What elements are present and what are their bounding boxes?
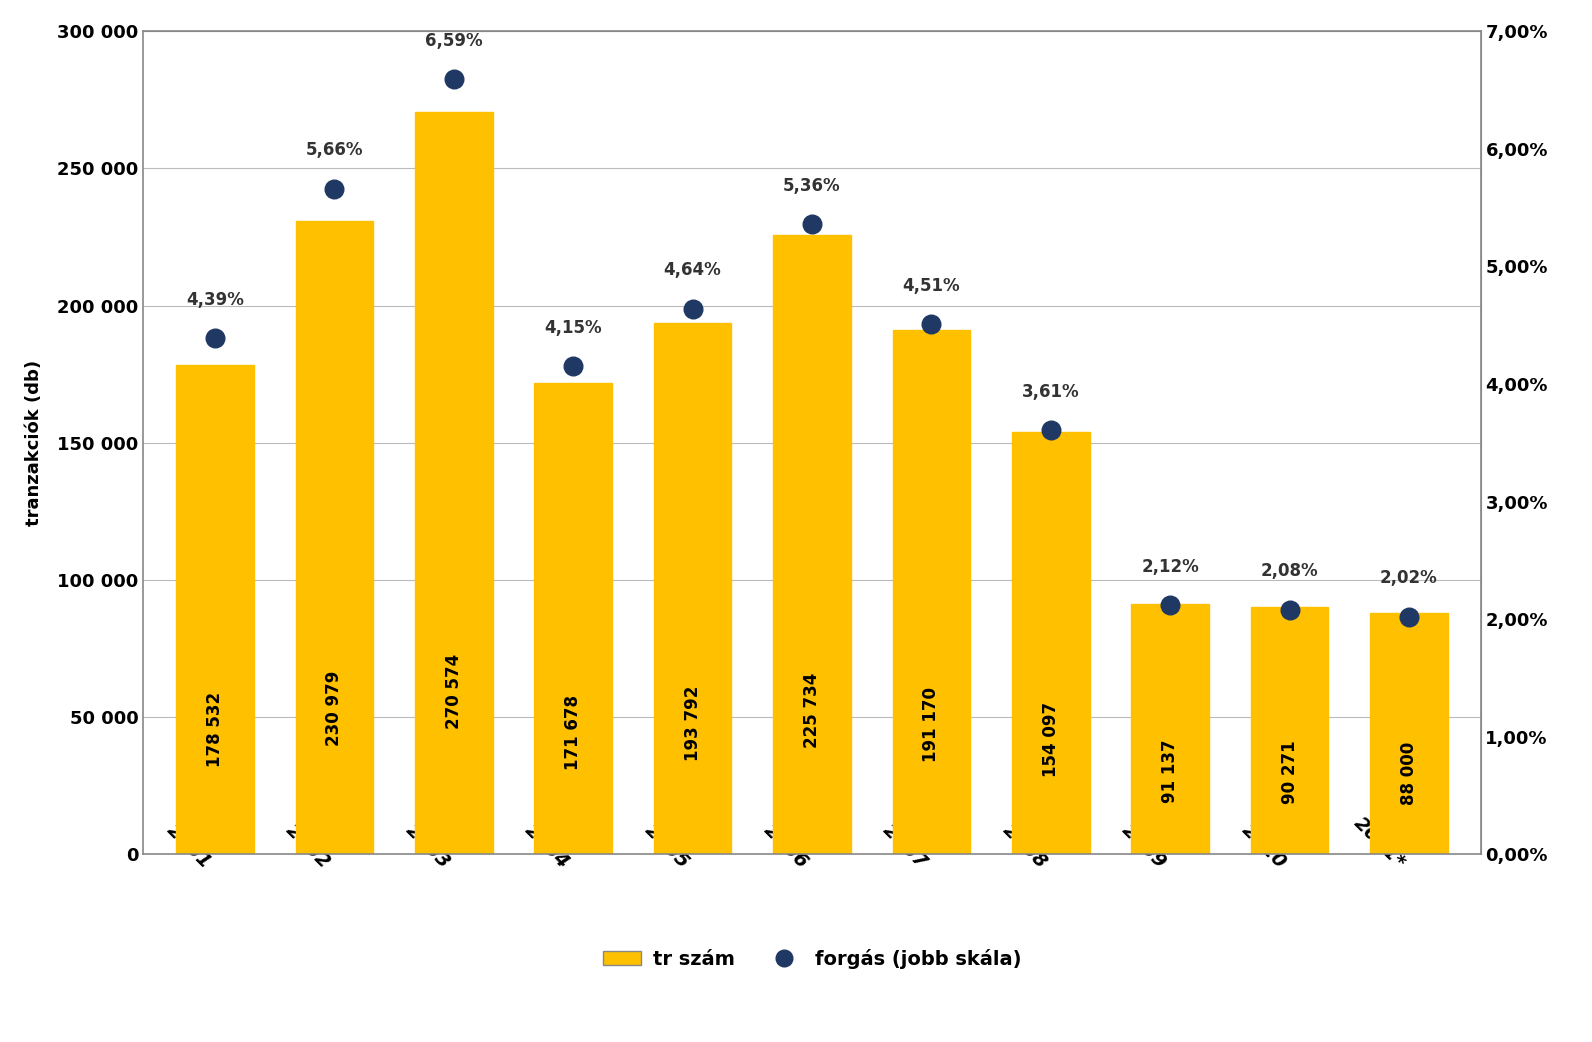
Text: 4,51%: 4,51%	[903, 277, 960, 295]
Bar	[774, 235, 850, 854]
Text: 91 137: 91 137	[1161, 740, 1180, 803]
Bar	[1371, 613, 1447, 854]
Text: 6,59%: 6,59%	[425, 32, 482, 50]
Point	[560, 358, 586, 375]
Bar	[654, 323, 731, 854]
Point	[1277, 601, 1302, 618]
Bar	[177, 365, 253, 854]
Bar	[1132, 604, 1208, 854]
Bar	[1251, 606, 1328, 854]
Text: 90 271: 90 271	[1280, 740, 1299, 803]
Text: 2,02%: 2,02%	[1380, 570, 1438, 588]
Point	[1038, 422, 1063, 439]
Point	[1396, 609, 1422, 625]
Text: 2,12%: 2,12%	[1141, 557, 1199, 576]
Text: 154 097: 154 097	[1041, 702, 1060, 777]
Text: 225 734: 225 734	[802, 672, 821, 748]
Bar	[296, 221, 373, 854]
Text: 171 678: 171 678	[564, 695, 583, 770]
Point	[441, 71, 466, 88]
Bar	[535, 383, 611, 854]
Text: 4,64%: 4,64%	[664, 262, 721, 279]
Text: 178 532: 178 532	[205, 692, 224, 767]
Text: 88 000: 88 000	[1399, 741, 1418, 804]
Legend: tr szám, forgás (jobb skála): tr szám, forgás (jobb skála)	[595, 941, 1028, 976]
Text: 230 979: 230 979	[325, 670, 344, 746]
Bar	[893, 330, 970, 854]
Y-axis label: tranzakciók (db): tranzakciók (db)	[25, 359, 43, 526]
Point	[1157, 597, 1183, 614]
Text: 270 574: 270 574	[444, 654, 463, 729]
Text: 193 792: 193 792	[683, 686, 702, 761]
Bar	[1013, 431, 1089, 854]
Point	[799, 216, 825, 232]
Text: 3,61%: 3,61%	[1022, 382, 1079, 400]
Text: 5,66%: 5,66%	[306, 142, 363, 159]
Text: 2,08%: 2,08%	[1261, 563, 1318, 580]
Text: 5,36%: 5,36%	[783, 177, 841, 195]
Text: 4,39%: 4,39%	[186, 291, 244, 308]
Point	[202, 330, 228, 347]
Text: 4,15%: 4,15%	[544, 319, 602, 337]
Point	[322, 180, 347, 197]
Point	[680, 300, 705, 317]
Bar	[416, 111, 492, 854]
Text: 191 170: 191 170	[922, 687, 941, 762]
Point	[919, 316, 944, 332]
